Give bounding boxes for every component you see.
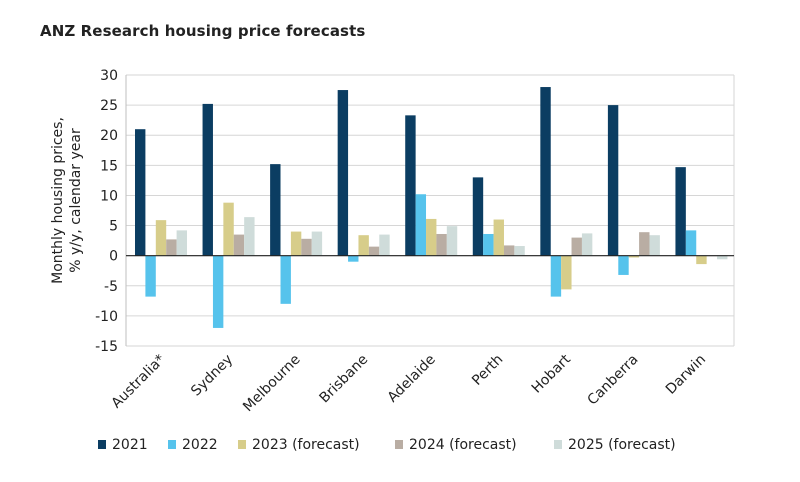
x-tick-label: Australia* [109, 352, 169, 412]
bar [571, 237, 582, 256]
legend-label: 2022 [182, 437, 218, 453]
bar [405, 115, 416, 256]
y-tick-label: 20 [100, 128, 118, 144]
bar [696, 255, 707, 265]
y-tick-label: 30 [100, 68, 118, 84]
bar [717, 255, 728, 260]
x-tick-label: Melbourne [240, 352, 304, 416]
y-tick-label: 15 [100, 158, 118, 174]
bar [685, 230, 697, 256]
bar [233, 234, 245, 256]
bar [628, 255, 640, 258]
bar [145, 255, 156, 297]
legend-label: 2024 (forecast) [409, 437, 517, 453]
bar [639, 232, 650, 256]
bar [280, 255, 291, 304]
y-axis-label: Monthly housing prices,% y/y, calendar y… [50, 117, 84, 284]
legend-label: 2021 [112, 437, 148, 453]
bar [581, 233, 593, 256]
bar [503, 245, 515, 256]
bar [223, 202, 234, 256]
bar [483, 233, 494, 256]
bar [379, 234, 390, 256]
bar [270, 164, 281, 256]
legend-label: 2025 (forecast) [568, 437, 676, 453]
y-tick-label: 0 [109, 249, 118, 265]
bar [426, 218, 437, 256]
bar [493, 219, 504, 256]
bar [607, 105, 619, 256]
bar [135, 129, 146, 256]
bar [649, 235, 660, 256]
legend-swatch [395, 440, 403, 449]
bar [550, 255, 562, 297]
x-tick-label: Darwin [663, 352, 709, 398]
legend-label: 2023 (forecast) [252, 437, 360, 453]
bar [155, 220, 167, 256]
bar [436, 233, 447, 256]
bar [176, 230, 187, 256]
bar [446, 226, 458, 256]
bar [166, 239, 177, 256]
bar [561, 255, 572, 290]
bar [337, 90, 349, 256]
bar [472, 177, 484, 256]
bar [311, 231, 323, 256]
bar [244, 217, 255, 256]
x-tick-label: Perth [469, 352, 506, 389]
legend-swatch [168, 440, 176, 449]
bar [348, 255, 359, 262]
bar [540, 87, 551, 256]
x-tick-label: Hobart [529, 351, 574, 396]
chart-title: ANZ Research housing price forecasts [40, 22, 366, 40]
y-tick-label: 10 [100, 188, 118, 204]
legend-swatch [98, 440, 106, 449]
bar [290, 231, 302, 256]
y-tick-label: -10 [95, 309, 118, 325]
bar [301, 238, 312, 256]
legend-swatch [554, 440, 562, 449]
y-tick-label: 25 [100, 98, 118, 114]
bar [358, 235, 369, 256]
bar [675, 167, 686, 256]
bar [514, 246, 525, 256]
y-tick-label: 5 [109, 219, 118, 235]
bar [202, 103, 213, 256]
x-tick-label: Canberra [585, 352, 642, 409]
bar [368, 246, 380, 256]
bar [618, 255, 629, 275]
x-tick-label: Sydney [188, 352, 236, 400]
x-tick-label: Brisbane [316, 352, 371, 407]
x-tick-label: Adelaide [385, 352, 439, 406]
y-tick-label: -15 [95, 339, 118, 355]
bar [212, 255, 224, 328]
bar [415, 194, 427, 256]
y-tick-label: -5 [104, 279, 118, 295]
legend-swatch [238, 440, 246, 449]
